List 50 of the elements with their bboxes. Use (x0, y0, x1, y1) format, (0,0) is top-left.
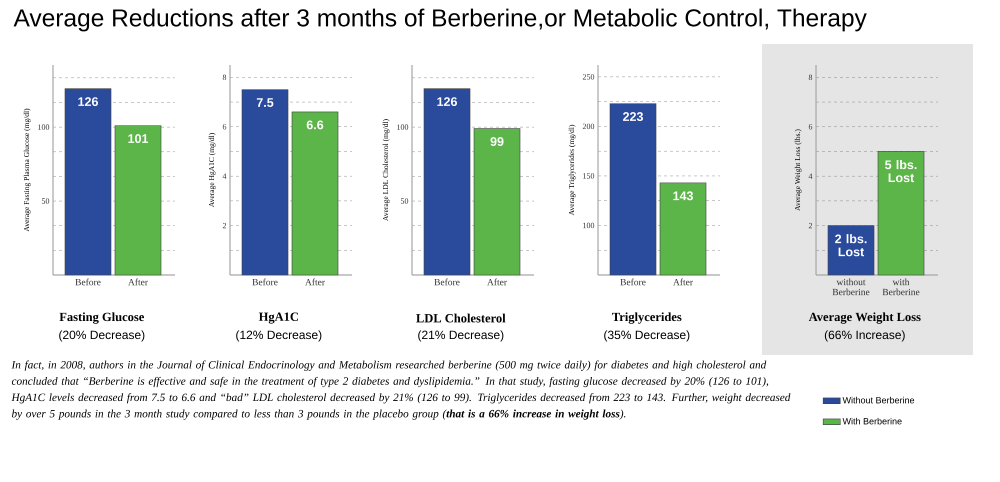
y-tick-label: 8 (808, 74, 812, 80)
data-label: 126 (437, 97, 457, 106)
data-label: 5 lbs. Lost (885, 160, 916, 182)
x-tick-label: Before (434, 278, 460, 286)
text: Fasting Glucose (59, 312, 144, 324)
legend-label: Without Berberine (842, 396, 914, 404)
data-label: 6.6 (306, 120, 324, 130)
data-label: 126 (78, 97, 98, 106)
x-tick-label: Before (620, 278, 646, 286)
data-label: 2 lbs. Lost (835, 234, 866, 256)
y-tick-label: 2 (808, 222, 812, 228)
x-tick-label: After (673, 278, 693, 286)
data-label: 99 (490, 137, 504, 146)
text: Average Weight Loss (808, 312, 921, 324)
y-tick-label: 6 (808, 124, 812, 130)
text: LDL Cholesterol (416, 314, 506, 322)
y-tick-label: 50 (42, 198, 50, 204)
legend-label: With Berberine (842, 418, 902, 424)
x-tick-label: After (128, 278, 148, 286)
text: HgA1C (258, 312, 298, 324)
y-tick-label: 8 (222, 74, 226, 80)
data-label: 7.5 (256, 98, 274, 107)
x-tick-label: Before (252, 278, 278, 286)
text: (21% Decrease) (418, 330, 504, 342)
y-tick-label: 150 (583, 173, 594, 179)
text: (20% Decrease) (59, 330, 144, 342)
y-tick-label: 100 (38, 124, 50, 130)
x-tick-label: After (305, 278, 325, 286)
text: In fact, in 2008, authors in the Journal of Clinical Endocrinology and Metabolism researched berberine (500 mg twice daily) for diabetes and high cholesterol and concluded that “Berberine is effective and safe in the treatment of type 2 diabetes and dyslipidemia.” In that study, fasting glucose decreased by 20% (126 to 101), HgA1C levels decreased from 7.5 to 6.6 and “bad” LDL cholesterol decreased by 21% (126 to 99). Triglycerides decreased from 223 to 143. Further, weight decreased by over 5 pounds in the 3 month study compared to less than 3 pounds in the placebo group (that is a 66% increase in weight loss). (11, 360, 790, 420)
text: (35% Decrease) (604, 330, 690, 342)
y-tick-label: 6 (222, 124, 226, 130)
x-tick-label: Before (75, 278, 101, 286)
text: Average Reductions after 3 months of Berberine,or Metabolic Control, Therapy (14, 8, 867, 32)
text: Triglycerides (612, 312, 682, 324)
x-tick-label: with Berberine (882, 278, 920, 296)
data-label: 143 (673, 191, 693, 200)
y-tick-label: 4 (222, 174, 226, 179)
y-tick-label: 100 (583, 222, 594, 228)
data-label: 101 (128, 134, 148, 144)
y-tick-label: 100 (397, 124, 408, 130)
x-tick-label: After (487, 278, 507, 286)
text: (12% Decrease) (236, 330, 322, 342)
y-tick-label: 4 (808, 174, 812, 179)
y-tick-label: 200 (582, 124, 594, 130)
y-tick-label: 2 (222, 222, 226, 228)
y-tick-label: 50 (400, 198, 408, 204)
text: (66% Increase) (824, 330, 905, 342)
y-tick-label: 250 (582, 74, 594, 80)
x-tick-label: without Berberine (832, 278, 870, 296)
data-label: 223 (623, 112, 643, 122)
